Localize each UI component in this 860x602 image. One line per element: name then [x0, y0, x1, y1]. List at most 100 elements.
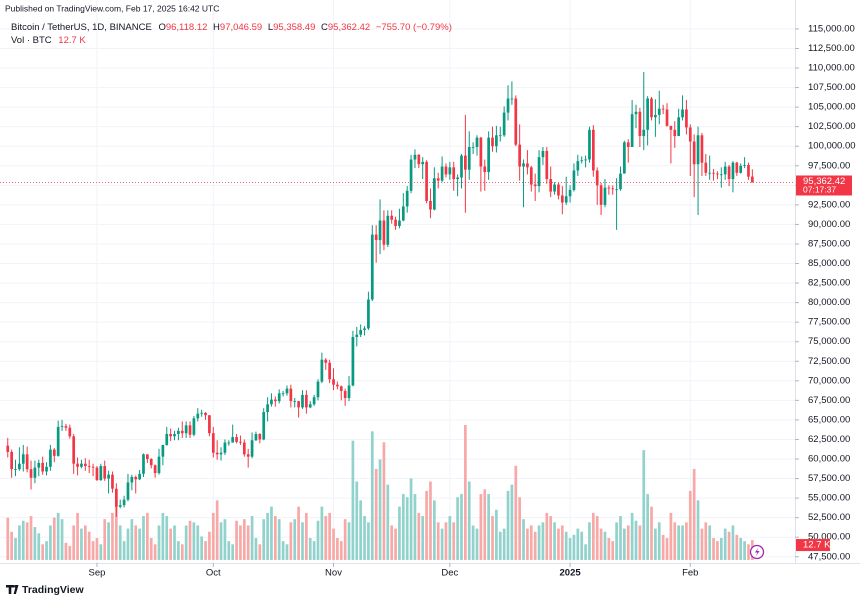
volume-bar — [432, 500, 436, 560]
candle-body — [223, 442, 227, 453]
volume-bar — [661, 534, 665, 560]
volume-bar — [200, 536, 204, 560]
candle-body — [440, 166, 444, 181]
candle-body — [374, 234, 378, 241]
volume-bar — [642, 450, 646, 560]
replay-icon[interactable] — [749, 544, 765, 560]
volume-bar — [735, 534, 739, 560]
candle-body — [696, 135, 700, 165]
candle-body — [95, 467, 99, 481]
y-tick-label: 62,500.00 — [808, 434, 850, 445]
volume-bar — [227, 541, 231, 560]
volume-bar — [281, 541, 285, 560]
candle-body — [580, 160, 584, 162]
volume-bar — [56, 512, 60, 560]
volume-bar — [692, 468, 696, 560]
candle-body — [56, 426, 60, 456]
candle-body — [642, 129, 646, 137]
y-tick-label: 110,000.00 — [808, 63, 855, 74]
volume-bar — [448, 516, 452, 560]
volume-bar — [301, 522, 304, 560]
volume-bar — [359, 500, 363, 560]
candle-body — [122, 499, 126, 506]
volume-bar — [138, 528, 141, 560]
x-tick-label: Feb — [682, 568, 698, 579]
y-tick-label: 87,500.00 — [808, 238, 850, 249]
y-tick-label: 65,000.00 — [808, 414, 850, 425]
candle-body — [149, 459, 153, 466]
volume-bar — [688, 490, 692, 560]
volume-bar — [591, 512, 595, 560]
volume-bar — [654, 528, 657, 560]
volume-bar — [557, 528, 560, 560]
volume-bar — [719, 538, 723, 560]
volume-bar — [417, 512, 421, 560]
candle-body — [351, 337, 355, 386]
candle-body — [208, 415, 211, 434]
volume-bar — [588, 522, 591, 560]
volume-bar — [553, 522, 556, 560]
volume-bar — [95, 538, 99, 560]
candle-body — [363, 328, 366, 330]
candle-body — [231, 437, 235, 443]
y-tick-label: 115,000.00 — [808, 23, 855, 34]
candle-body — [657, 108, 661, 115]
volume-bar — [712, 538, 715, 560]
candle-body — [704, 162, 708, 173]
y-tick-label: 60,000.00 — [808, 454, 850, 465]
volume-bar — [134, 525, 138, 560]
y-tick-label: 82,500.00 — [808, 278, 850, 289]
volume-title: Vol · BTC — [11, 35, 52, 46]
candle-body — [192, 418, 196, 435]
volume-bar — [623, 528, 626, 560]
volume-bar — [339, 541, 343, 560]
candle-body — [219, 452, 223, 455]
volume-bar — [254, 538, 258, 560]
candle-body — [347, 385, 351, 399]
y-tick-label: 92,500.00 — [808, 199, 850, 210]
candle-body — [142, 454, 145, 474]
volume-bar — [208, 531, 211, 560]
candle-body — [130, 476, 134, 483]
candle-body — [41, 462, 45, 472]
candle-body — [390, 215, 394, 220]
volume-bar — [370, 431, 374, 560]
candle-body — [281, 393, 285, 395]
volume-bar — [475, 528, 479, 560]
candle-body — [254, 433, 258, 441]
volume-bar — [285, 544, 289, 560]
candle-body — [495, 135, 498, 147]
volume-bar — [374, 468, 378, 560]
x-tick-label: Dec — [441, 568, 458, 579]
legend-title: Bitcoin / TetherUS, 1D, BINANCE — [11, 22, 152, 33]
volume-bar — [696, 500, 700, 560]
candle-body — [386, 215, 390, 245]
candle-body — [545, 150, 549, 180]
y-tick-label: 75,000.00 — [808, 336, 850, 347]
legend-value: 96,118.12 — [166, 22, 208, 33]
volume-bar — [49, 525, 52, 560]
y-tick-label: 67,500.00 — [808, 395, 850, 406]
volume-bar — [564, 531, 568, 560]
volume-bar — [444, 522, 448, 560]
candle-body — [262, 412, 266, 440]
candle-body — [409, 159, 413, 191]
grid — [0, 0, 795, 563]
volume-bar — [421, 516, 425, 560]
candle-body — [413, 154, 417, 160]
volume-bar — [165, 516, 169, 560]
volume-bar — [665, 538, 669, 560]
volume-bar — [37, 533, 41, 560]
brand-logo[interactable]: TradingView — [6, 584, 84, 596]
x-tick-label: Oct — [206, 568, 221, 579]
candle-body — [595, 170, 599, 186]
candle-layer — [6, 71, 754, 517]
candle-body — [250, 440, 254, 457]
volume-bar — [599, 528, 603, 560]
candle-body — [719, 174, 723, 176]
candle-body — [297, 401, 300, 408]
candle-body — [33, 467, 37, 478]
candle-body — [673, 129, 677, 137]
volume-bar — [64, 542, 68, 560]
candle-body — [157, 456, 161, 474]
